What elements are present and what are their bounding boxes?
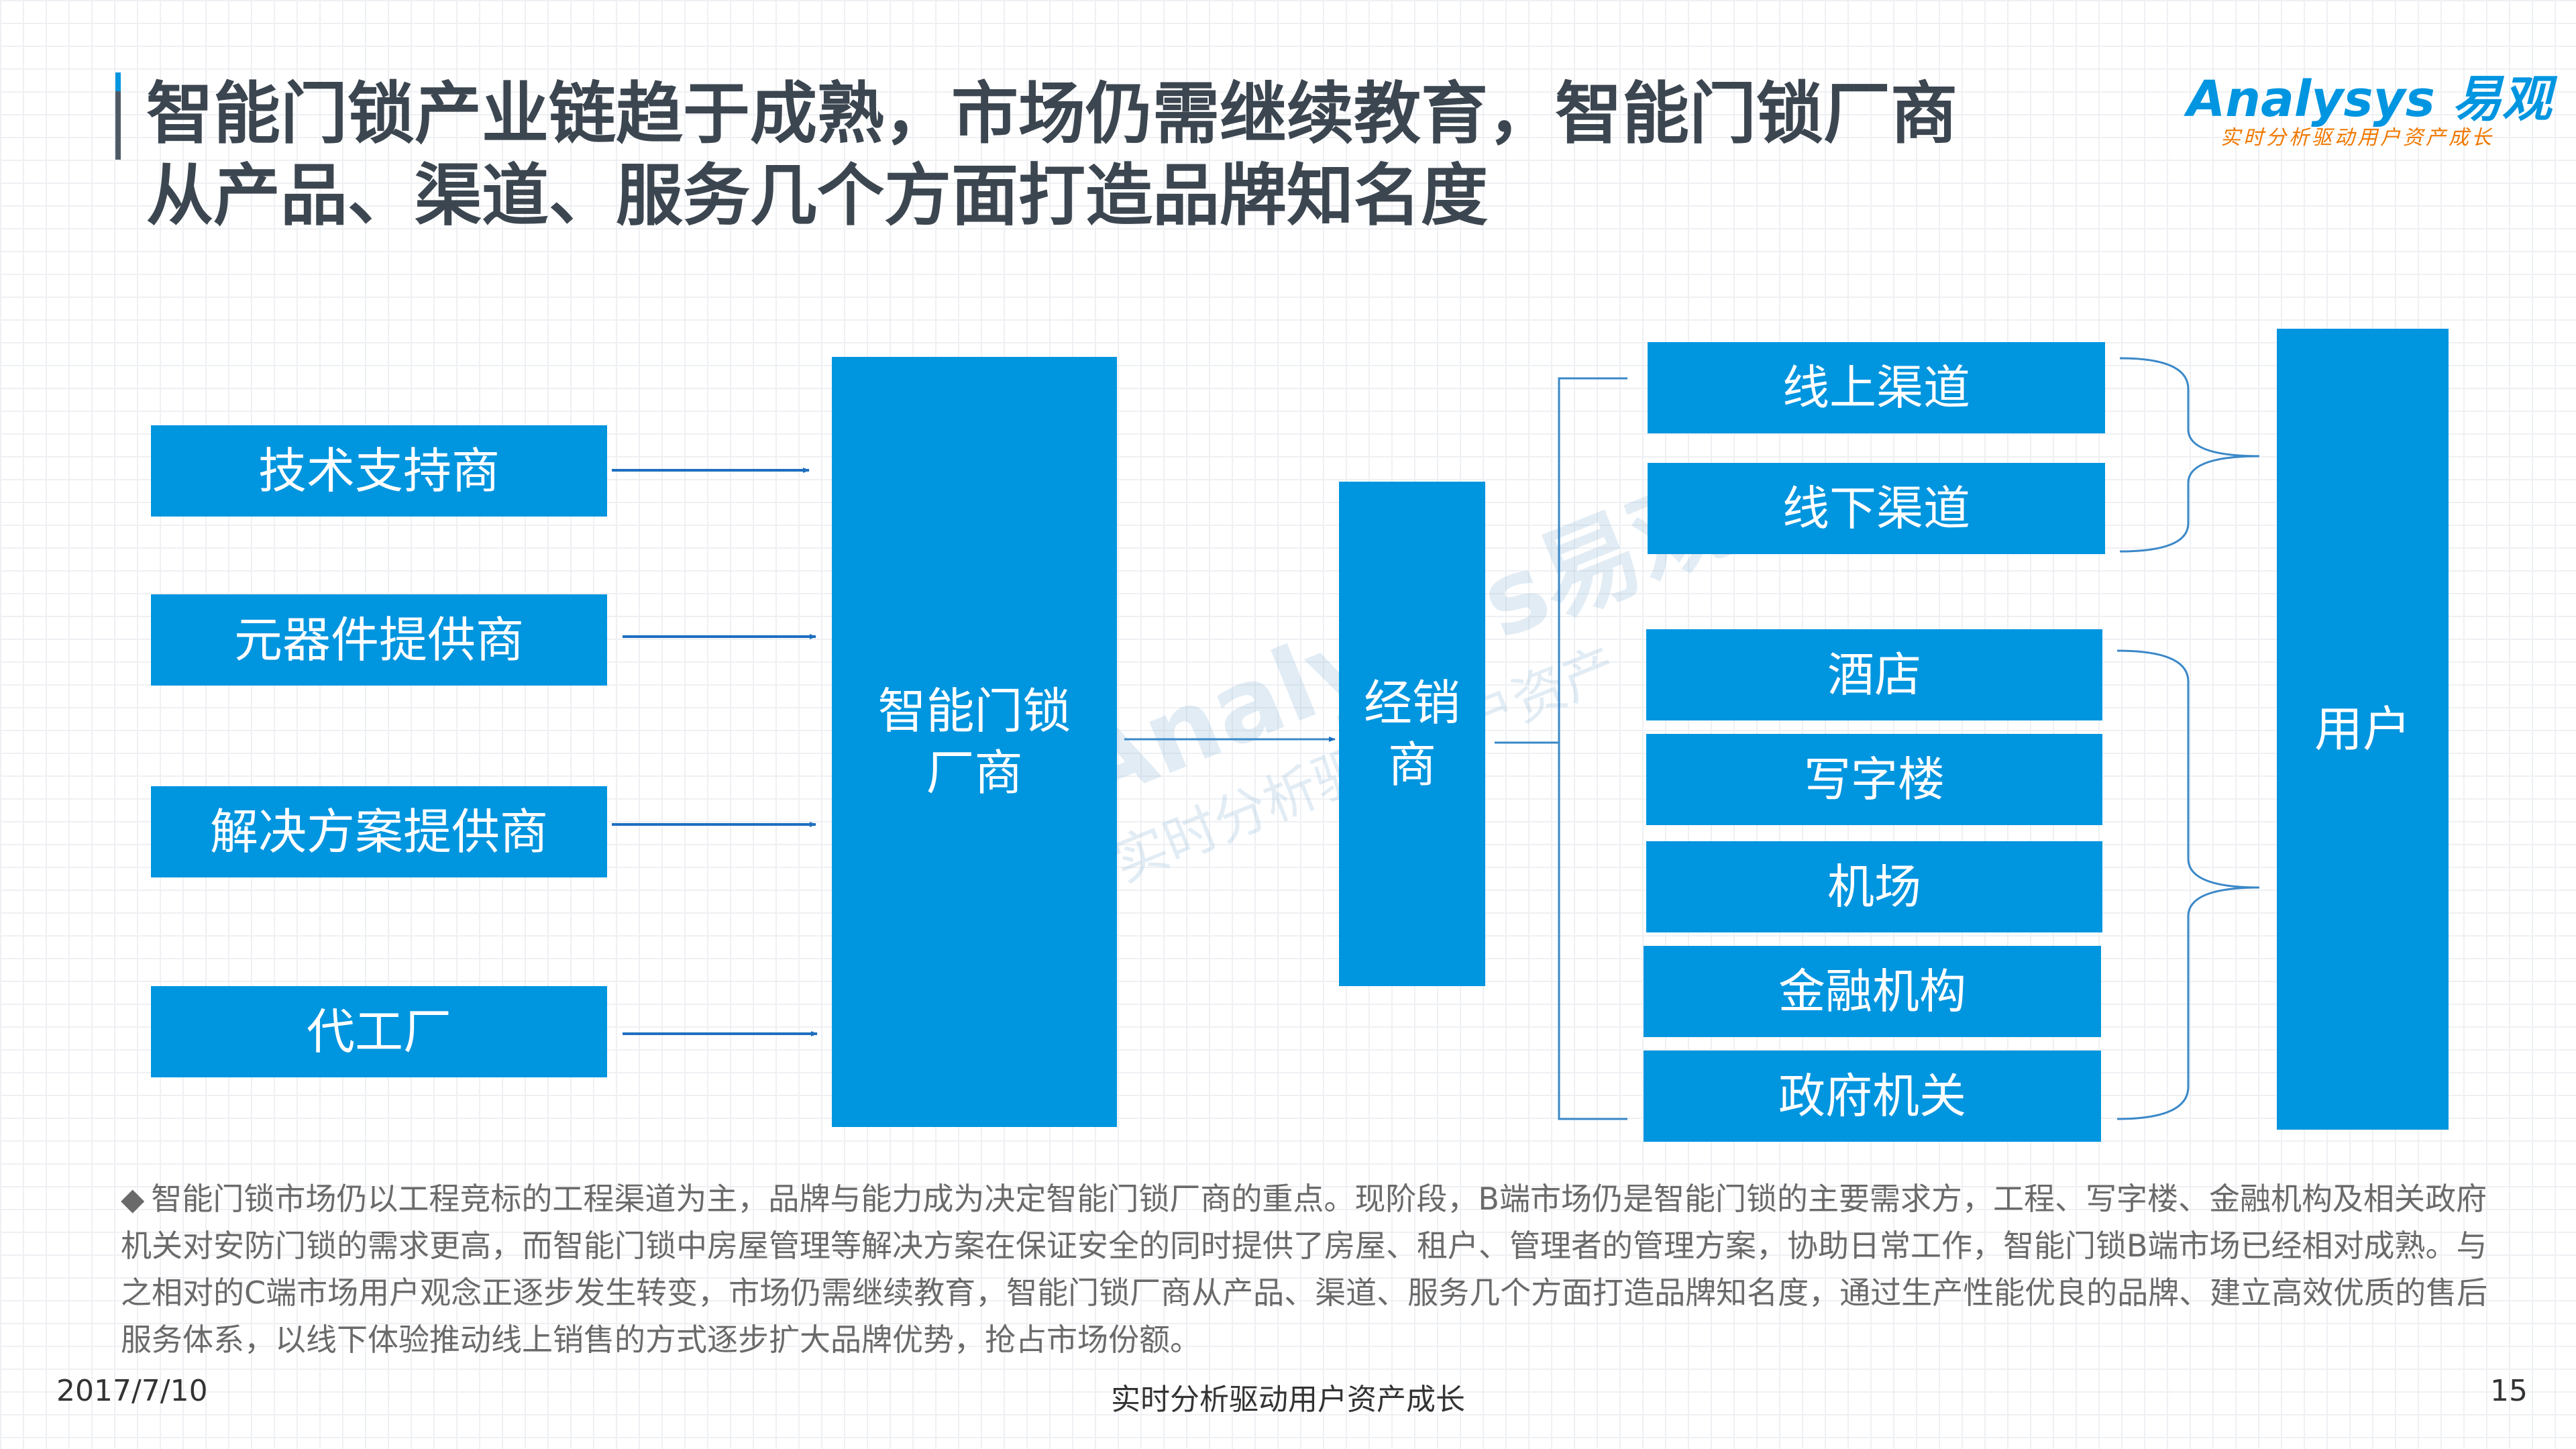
brace-channels [2119,357,2260,553]
footnote-text: 智能门锁市场仍以工程竞标的工程渠道为主，品牌与能力成为决定智能门锁厂商的重点。现… [121,1181,2488,1358]
box-online-channel: 线上渠道 [1648,342,2105,433]
box-airport: 机场 [1646,841,2102,932]
footnote-bullet: ◆ [121,1181,145,1217]
box-offline-channel: 线下渠道 [1648,463,2105,554]
footer-slogan: 实时分析驱动用户资产成长 [1111,1383,1465,1417]
box-distributor: 经销商 [1339,482,1485,986]
logo-slogan: 实时分析驱动用户资产成长 [2220,126,2494,150]
box-office-building: 写字楼 [1646,734,2102,825]
box-financial-institution: 金融机构 [1644,946,2101,1037]
box-smart-lock-manufacturer: 智能门锁厂商 [832,357,1117,1127]
page-title-line-1: 智能门锁产业链趋于成熟，市场仍需继续教育，智能门锁厂商 [146,74,1957,153]
page-title-line-2: 从产品、渠道、服务几个方面打造品牌知名度 [146,156,1488,235]
box-user: 用户 [2277,329,2449,1130]
box-component-supplier: 元器件提供商 [151,594,607,686]
box-tech-support: 技术支持商 [151,425,607,517]
analysys-logo: Analysys 易观 实时分析驱动用户资产成长 [2187,59,2552,160]
box-solution-provider: 解决方案提供商 [151,786,607,877]
footnote: ◆ 智能门锁市场仍以工程竞标的工程渠道为主，品牌与能力成为决定智能门锁厂商的重点。… [121,1175,2496,1363]
box-oem-factory: 代工厂 [151,986,607,1077]
logo-word-cn: 易观 [2452,70,2552,128]
box-government-agency: 政府机关 [1644,1051,2101,1142]
page-number: 15 [2490,1374,2528,1408]
title-accent-tick [115,72,121,91]
title-accent-bar [115,72,121,160]
brace-b-end [2116,649,2260,1120]
logo-word-en: Analysys [2187,70,2435,128]
logo-wordmark: Analysys 易观 [2187,59,2552,131]
footer-date: 2017/7/10 [56,1374,208,1408]
box-hotel: 酒店 [1646,629,2102,720]
